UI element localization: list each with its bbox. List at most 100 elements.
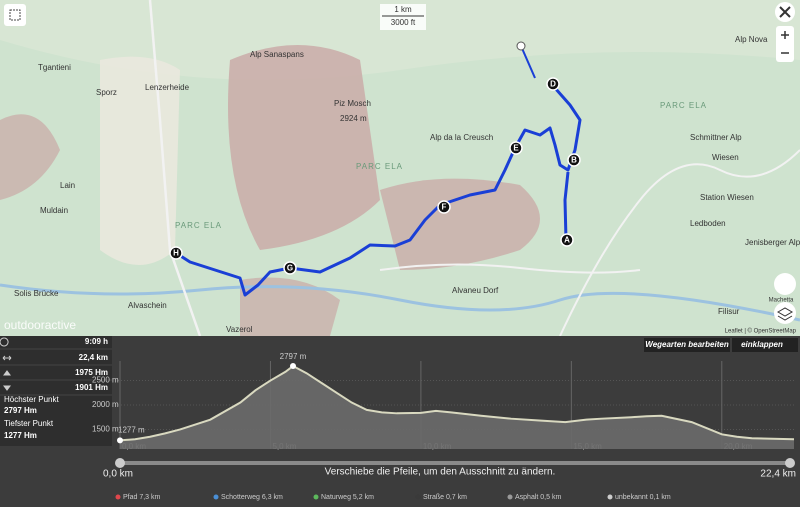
place-label: Alp da la Creusch — [430, 133, 493, 142]
stat-value: 22,4 km — [79, 353, 108, 362]
place-label: Jenisberger Alp — [745, 238, 800, 247]
scale-imperial: 3000 ft — [391, 18, 416, 27]
low-label: 1277 m — [118, 425, 145, 434]
rock-area — [380, 178, 540, 270]
stat-icon — [0, 337, 9, 347]
place-label: Station Wiesen — [700, 193, 754, 202]
waypoint-label: D — [550, 80, 556, 89]
stat-text: Tiefster Punkt — [4, 419, 54, 428]
waypoint-label: B — [571, 156, 577, 165]
slider-hint: Verschiebe die Pfeile, um den Ausschnitt… — [325, 467, 556, 478]
waypoint-label: A — [564, 236, 570, 245]
place-label: Lain — [60, 181, 75, 190]
place-label: Vazerol — [226, 325, 253, 334]
place-label: Lenzerheide — [145, 83, 190, 92]
legend-swatch — [607, 494, 613, 500]
edit-button[interactable] — [644, 338, 730, 352]
range-slider — [120, 461, 790, 465]
waypoint-marker — [437, 200, 451, 214]
rock-area — [228, 45, 380, 250]
legend-label: Schotterweg 6,3 km — [221, 494, 283, 501]
y-tick-label: 2500 m — [92, 376, 119, 385]
waypoint-label: H — [173, 249, 179, 258]
waypoint-marker — [509, 141, 523, 155]
stat-icon — [3, 370, 11, 376]
collapse-label: einklappen — [741, 340, 783, 349]
terrain — [0, 0, 800, 80]
legend-label: Pfad 7,3 km — [123, 494, 161, 501]
place-label: Sporz — [96, 88, 117, 97]
scale-metric: 1 km — [394, 5, 412, 14]
place-label: 2924 m — [340, 114, 367, 123]
zoom-in[interactable] — [781, 31, 789, 39]
peak-marker — [290, 363, 297, 370]
range-end: 22,4 km — [760, 469, 796, 480]
road — [379, 263, 641, 274]
waypoint-label: F — [442, 203, 447, 212]
y-tick-label: 2000 m — [92, 400, 119, 409]
attribution: Leaflet | © OpenStreetMap — [725, 328, 797, 335]
waypoint-label: E — [513, 144, 519, 153]
place-label: Piz Mosch — [334, 99, 371, 108]
peak-label: 2797 m — [280, 352, 307, 361]
legend-swatch — [115, 494, 121, 500]
place-label: Alp Nova — [735, 35, 768, 44]
range-handle-end[interactable] — [785, 458, 795, 468]
edit-label: Wegearten bearbeiten — [645, 340, 729, 349]
stat-value: 1975 Hm — [75, 368, 108, 377]
road — [148, 0, 202, 337]
stat-icon — [3, 385, 11, 391]
place-label: Alp Sanaspans — [250, 50, 304, 59]
waypoint-marker — [560, 233, 574, 247]
legend-label: Asphalt 0,5 km — [515, 494, 561, 501]
stat-text: 2797 Hm — [4, 406, 37, 415]
select-icon — [9, 9, 21, 21]
place-label: Alvaneu Dorf — [452, 286, 499, 295]
stats-panel — [0, 336, 112, 446]
place-label: PARC ELA — [660, 101, 707, 110]
range-start: 0,0 km — [103, 469, 133, 480]
waypoint-label: G — [287, 264, 293, 273]
legend-label: Straße 0,7 km — [423, 494, 467, 501]
place-label: Solis Brücke — [14, 289, 59, 298]
collapse-button[interactable] — [732, 338, 798, 352]
range-handle-start[interactable] — [115, 458, 125, 468]
legend-swatch — [507, 494, 513, 500]
place-label: Alvaschein — [128, 301, 167, 310]
waypoint-marker — [567, 153, 581, 167]
brand: outdooractive — [4, 318, 76, 332]
road — [559, 149, 800, 337]
legend-label: Naturweg 5,2 km — [321, 494, 374, 501]
legend-label: unbekannt 0,1 km — [615, 494, 671, 501]
river — [0, 283, 800, 322]
side-button[interactable] — [774, 273, 796, 295]
place-label: Filisur — [718, 307, 740, 316]
place-label: Schmittner Alp — [690, 133, 742, 142]
place-label: Muldain — [40, 206, 68, 215]
layers-icon — [776, 307, 794, 321]
stat-icon — [2, 355, 12, 361]
legend-swatch — [213, 494, 219, 500]
stat-text: 1277 Hm — [4, 431, 37, 440]
route — [563, 171, 570, 241]
route — [520, 45, 536, 79]
rock-area — [240, 277, 340, 336]
legend-swatch — [415, 494, 421, 500]
rock-area — [0, 114, 60, 200]
legend-swatch — [313, 494, 319, 500]
y-tick-label: 1500 m — [92, 425, 119, 434]
layers-button[interactable] — [774, 302, 796, 324]
place-label: Ledboden — [690, 219, 726, 228]
profile-area — [120, 366, 794, 449]
place-label: PARC ELA — [356, 162, 403, 171]
route-end — [516, 41, 526, 51]
select-button[interactable] — [4, 4, 26, 26]
place-label: Wiesen — [712, 153, 739, 162]
close-icon — [779, 6, 791, 18]
stat-text: Höchster Punkt — [4, 395, 59, 404]
stat-value: 9:09 h — [85, 337, 108, 346]
route — [175, 80, 582, 297]
low-marker — [117, 437, 123, 444]
stat-value: 1901 Hm — [75, 383, 108, 392]
